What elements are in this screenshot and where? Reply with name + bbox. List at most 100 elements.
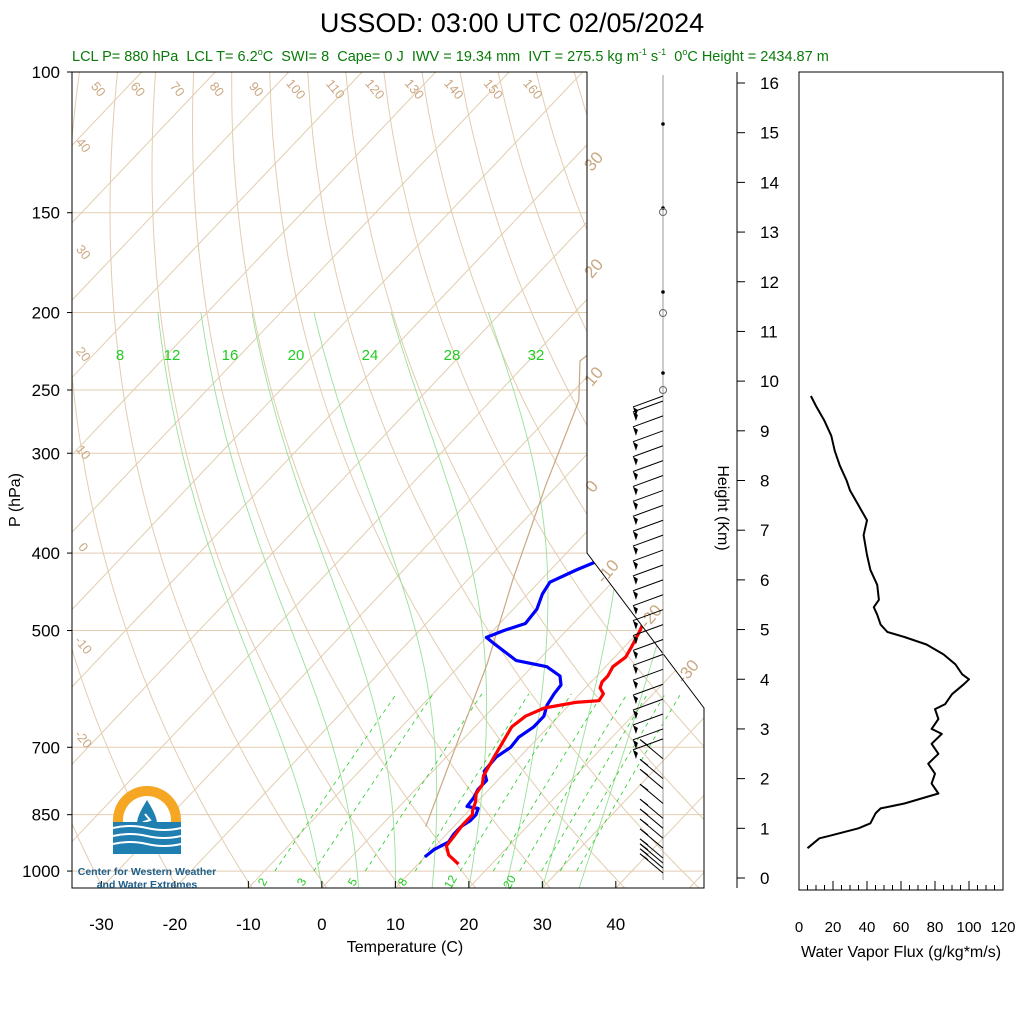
isotherm-top-label: 80: [207, 79, 228, 100]
mixing-ratio-bottom-label: 20: [500, 872, 519, 891]
flux-frame: [798, 71, 1004, 891]
isotherm-line: [541, 72, 704, 888]
y-tick-label: 700: [32, 738, 60, 757]
mixing-ratio-top-label: 8: [116, 347, 124, 364]
isotherm-line: [72, 72, 290, 888]
mixing-ratio-line: [364, 693, 483, 872]
moist-adiabat-line: [390, 312, 488, 888]
wind-barb: [639, 758, 664, 780]
flux-tick-label: 0: [795, 919, 803, 936]
lcl-pressure: LCL P= 880 hPa: [72, 48, 179, 65]
isotherm-line: [72, 72, 657, 888]
x-tick-label: -20: [163, 915, 188, 934]
height-tick-label: 9: [760, 422, 769, 441]
dry-adiabat-line: [879, 72, 1024, 888]
mixing-ratio-line: [274, 693, 397, 872]
dry-adiabat-line: [72, 72, 253, 888]
x-axis-label: Temperature (C): [347, 939, 463, 956]
height-tick-label: 12: [760, 273, 779, 292]
dry-adiabat-line: [917, 72, 1024, 888]
flux-tick-label: 40: [859, 919, 876, 936]
dry-adiabat-line: [191, 72, 476, 888]
isotherm-line: [615, 72, 704, 888]
height-tick-label: 11: [760, 322, 778, 341]
wind-barb: [632, 609, 664, 630]
moist-adiabat-line: [251, 312, 396, 888]
wind-barb: [632, 728, 664, 749]
isotherm-left-label: 0: [75, 540, 91, 555]
isotherm-line: [321, 72, 704, 888]
cape-value: Cape= 0 J: [337, 48, 404, 65]
moist-adiabat-line: [200, 312, 360, 888]
wind-barb: [639, 783, 664, 804]
isotherm-line: [394, 72, 704, 888]
chart-title: USSOD: 03:00 UTC 02/05/2024: [319, 8, 705, 38]
mixing-ratio-top-label: 16: [222, 347, 239, 364]
y-tick-label: 200: [32, 304, 60, 323]
wind-dot-icon: [661, 290, 665, 294]
mixing-ratio-line: [559, 693, 666, 872]
x-tick-label: 10: [386, 915, 405, 934]
wind-barb: [632, 683, 664, 705]
height-tick-label: 15: [760, 124, 779, 143]
dry-adiabat-line: [803, 72, 1024, 888]
wind-barb: [632, 639, 664, 660]
isotherm-left-label: 10: [73, 442, 94, 463]
isotherm-right-label: -10: [593, 556, 623, 587]
lcl-temperature: LCL T= 6.2: [186, 48, 258, 65]
wind-barb: [632, 698, 664, 720]
height-tick-label: 4: [760, 670, 769, 689]
dry-adiabat-line: [231, 72, 551, 888]
freezing-level-height: C Height = 2434.87 m: [687, 48, 829, 65]
dry-adiabat-line: [307, 72, 700, 888]
calm-wind-icon: [659, 208, 667, 216]
height-axis-label: Height (Km): [714, 465, 731, 550]
height-tick-label: 16: [760, 74, 779, 93]
mixing-ratio-top-label: 12: [164, 347, 181, 364]
y-tick-label: 250: [32, 381, 60, 400]
x-tick-label: 0: [317, 915, 326, 934]
y-tick-label: 300: [32, 444, 60, 463]
isotherm-right-label: 0: [581, 477, 602, 496]
isotherm-line: [72, 72, 704, 888]
height-tick-label: 10: [760, 372, 779, 391]
wind-barb: [632, 445, 664, 466]
iwv-value: IWV = 19.34 mm: [411, 48, 521, 65]
height-tick-label: 0: [760, 869, 769, 888]
dry-adiabat-line: [269, 72, 625, 888]
skew-t-frame: [71, 71, 705, 889]
isotherm-left-label: 40: [73, 135, 94, 156]
wind-barb: [632, 460, 664, 481]
freezing-level-prefix: 0: [674, 48, 683, 65]
isotherm-top-label: 50: [88, 79, 109, 100]
isotherm-line: [72, 72, 584, 888]
wind-barb: [632, 534, 664, 556]
x-tick-label: 20: [459, 915, 478, 934]
dry-adiabat-line: [383, 72, 704, 888]
dry-adiabat-line: [459, 72, 704, 888]
height-tick-label: 7: [760, 521, 769, 540]
wind-barb: [632, 519, 664, 541]
dry-adiabat-line: [727, 72, 1024, 888]
height-tick-label: 1: [760, 819, 769, 838]
ivt-unit-tail: s: [650, 48, 659, 65]
wind-barb: [639, 848, 664, 869]
isotherm-line: [72, 72, 216, 888]
mixing-ratio-top-label: 20: [288, 347, 305, 364]
x-tick-label: 30: [533, 915, 552, 934]
isotherm-line: [468, 72, 704, 888]
dry-adiabat-line: [535, 72, 704, 888]
isotherm-right-label: 30: [580, 148, 607, 175]
flux-axis-label: Water Vapor Flux (g/kg*m/s): [801, 944, 1001, 961]
wind-barb: [639, 828, 664, 849]
calm-wind-icon: [659, 386, 667, 394]
flux-tick-label: 80: [927, 919, 944, 936]
isotherm-left-label: 20: [73, 344, 94, 365]
x-tick-label: -10: [236, 915, 261, 934]
wind-barb: [639, 818, 664, 839]
height-tick-label: 13: [760, 223, 779, 242]
y-tick-label: 150: [32, 204, 60, 223]
dry-adiabat-line: [109, 72, 328, 888]
isotherm-line: [174, 72, 704, 888]
